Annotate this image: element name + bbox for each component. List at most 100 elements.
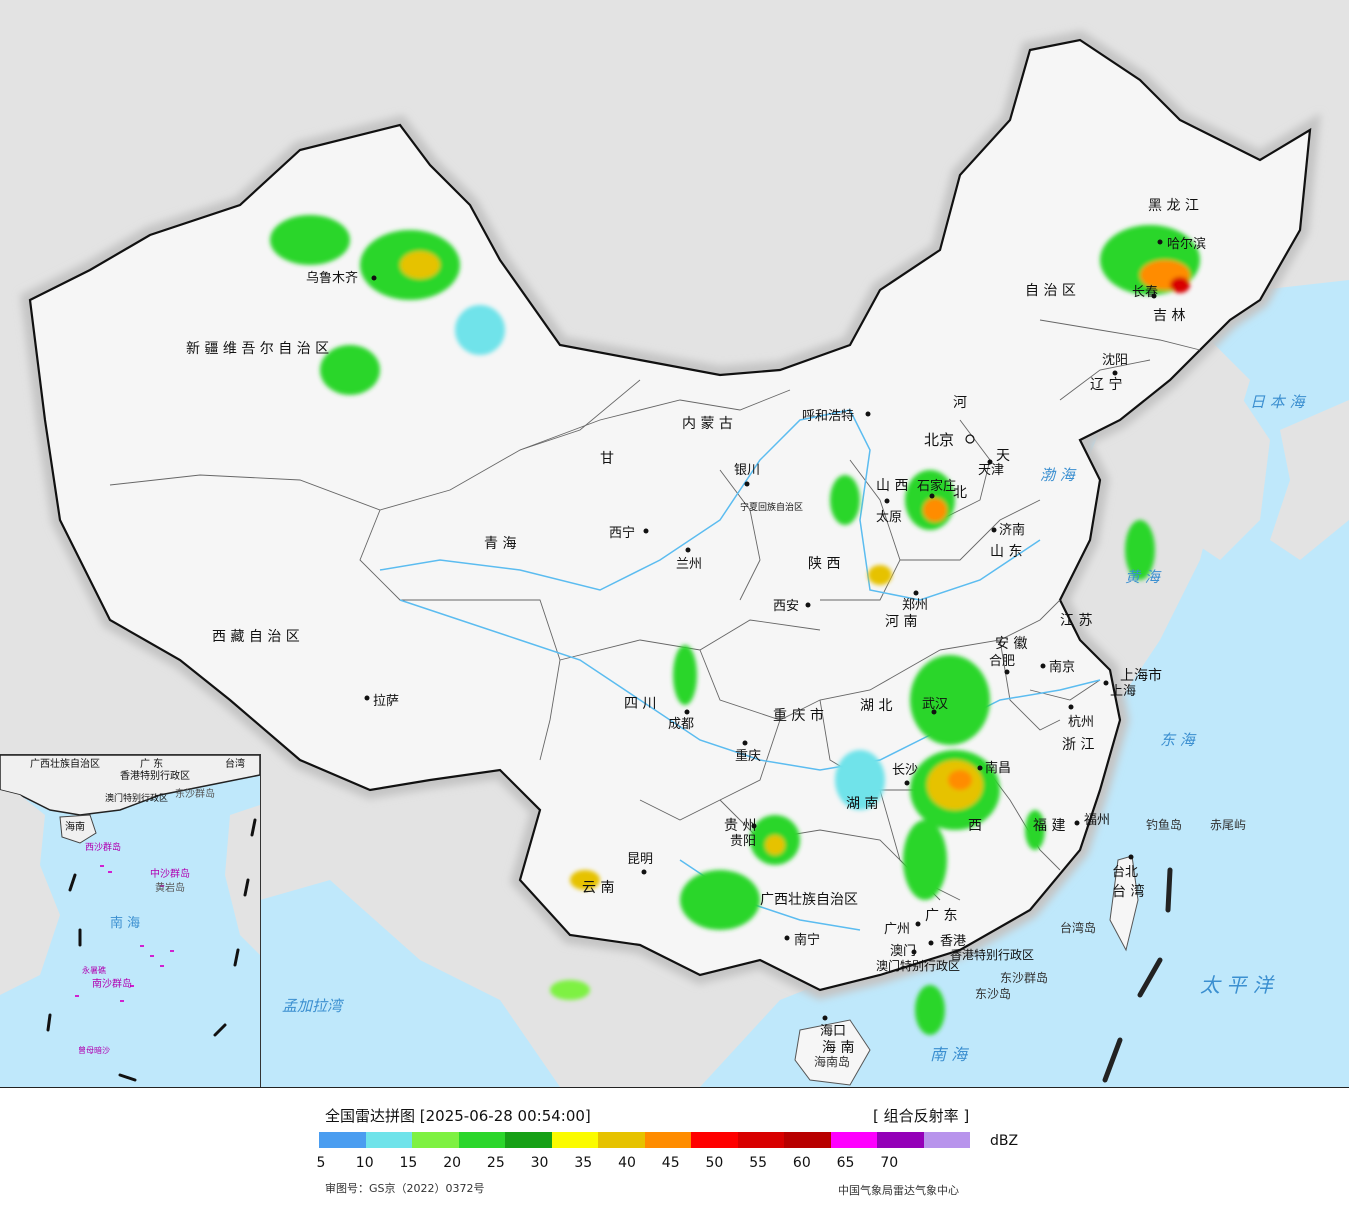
city-yinchuan: 银川	[734, 463, 760, 478]
label-shandong: 山 东	[990, 544, 1022, 560]
city-beijing: 北京	[924, 431, 954, 449]
radar-map: 新 疆 维 吾 尔 自 治 区 西 藏 自 治 区 青 海 甘 内 蒙 古 黑 …	[0, 0, 1349, 1087]
sea-taipingyang: 太 平 洋	[1200, 973, 1275, 997]
city-shenyang: 沈阳	[1102, 353, 1128, 368]
label-macau: 澳门特别行政区	[876, 958, 960, 973]
scale-swatch	[877, 1132, 924, 1148]
land-japan	[1270, 400, 1349, 560]
sea-bohai: 渤 海	[1040, 466, 1077, 484]
inset-label-xisha: 西沙群岛	[85, 841, 121, 853]
city-markers	[364, 239, 1163, 1021]
label-henan: 河 南	[885, 614, 917, 630]
label-qinghai: 青 海	[484, 536, 516, 552]
scale-tick-label: 30	[530, 1155, 549, 1171]
inset-label-zengmu: 曾母暗沙	[78, 1045, 110, 1055]
scale-tick-label: 45	[661, 1155, 680, 1171]
inset-label-taiwan: 台湾	[225, 757, 245, 770]
city-guiyang: 贵阳	[730, 834, 756, 849]
scale-tick-label: 35	[574, 1155, 593, 1171]
city-xian: 西安	[773, 599, 799, 614]
label-hongkong: 香港特别行政区	[950, 947, 1034, 962]
label-hainan: 海 南	[822, 1040, 854, 1056]
city-nanchang: 南昌	[985, 760, 1011, 776]
scale-tick-label: 70	[880, 1155, 899, 1171]
scale-swatch	[598, 1132, 645, 1148]
scale-tick-label: 55	[749, 1155, 768, 1171]
label-yunnan: 云 南	[582, 880, 614, 896]
label-sichuan: 四 川	[624, 696, 656, 712]
label-liaoning: 辽 宁	[1090, 376, 1122, 393]
city-tianjin: 天津	[978, 463, 1004, 478]
legend-footer: 全国雷达拼图 [2025-06-28 00:54:00] [ 组合反射率 ] d…	[0, 1087, 1349, 1209]
inset-reefs	[75, 865, 174, 1002]
scale-swatch	[923, 1132, 970, 1148]
scale-tick-label: 25	[486, 1155, 505, 1171]
label-hebei: 北	[953, 485, 967, 501]
label-shanxi: 山 西	[876, 478, 908, 494]
label-neimenggu: 内 蒙 古	[682, 416, 733, 432]
inset-label-guangdong: 广 东	[140, 757, 163, 770]
city-wuhan: 武汉	[922, 697, 948, 712]
city-nanning: 南宁	[794, 932, 820, 948]
city-xining: 西宁	[609, 525, 635, 541]
city-hangzhou: 杭州	[1068, 715, 1094, 730]
label-hebei2: 河	[953, 395, 967, 411]
scale-swatch	[412, 1132, 459, 1148]
city-shijiazhuang: 石家庄	[917, 478, 956, 494]
inset-label-hk: 香港特别行政区	[120, 769, 190, 782]
inset-labels: 广西壮族自治区 广 东 台湾 香港特别行政区 澳门特别行政区 东沙群岛 海南 西…	[30, 757, 245, 1055]
city-taipei: 台北	[1112, 865, 1138, 880]
island-dongsha2: 东沙岛	[975, 986, 1011, 1001]
label-guangxi: 广西壮族自治区	[760, 892, 858, 908]
label-xinjiang: 新 疆 维 吾 尔 自 治 区	[186, 341, 329, 357]
city-chongqing: 重庆	[735, 748, 761, 764]
island-dongsha: 东沙群岛	[1000, 970, 1048, 985]
label-ningxia: 宁夏回族自治区	[740, 501, 803, 513]
city-taiyuan: 太原	[876, 510, 902, 525]
scale-tick-label: 40	[618, 1155, 636, 1171]
label-anhui: 安 徽	[995, 636, 1027, 652]
city-hongkong: 香港	[940, 934, 966, 949]
city-changchun: 长春	[1132, 285, 1158, 300]
city-harbin: 哈尔滨	[1167, 236, 1206, 252]
island-chiwei: 赤尾屿	[1210, 818, 1246, 832]
inset-hainan	[59, 814, 97, 844]
inset-label-guangxi: 广西壮族自治区	[30, 757, 100, 770]
sea-huanghai: 黄 海	[1125, 568, 1162, 586]
city-lanzhou: 兰州	[676, 557, 702, 572]
label-tianjin: 天	[996, 448, 1010, 464]
label-jiangxi: 西	[968, 818, 982, 834]
inset-dash-line	[46, 818, 257, 1082]
island-diaoyu: 钓鱼岛	[1146, 817, 1182, 832]
inset-philippines	[225, 805, 260, 955]
sea-east	[700, 280, 1349, 1087]
producer-label: 中国气象局雷达气象中心	[838, 1184, 959, 1197]
dash-line	[1102, 867, 1173, 1083]
label-taiwan: 台 湾	[1112, 883, 1144, 900]
inset-label-nanhai: 南 海	[110, 915, 140, 931]
sea-mengjiala: 孟加拉湾	[282, 997, 345, 1015]
label-zhejiang: 浙 江	[1062, 737, 1094, 753]
inset-label-yongshu: 永暑礁	[82, 965, 106, 975]
city-jinan: 济南	[999, 522, 1025, 538]
label-shaanxi: 陕 西	[808, 556, 840, 572]
inset-label-hainan: 海南	[65, 820, 85, 833]
inset-land	[0, 755, 260, 816]
city-fuzhou: 福州	[1084, 813, 1110, 828]
label-guizhou: 贵 州	[724, 818, 756, 834]
label-shanghai: 上海市	[1120, 667, 1162, 684]
inset-label-zhongsha: 中沙群岛	[150, 867, 190, 880]
island-taiwandao: 台湾岛	[1060, 920, 1096, 935]
scale-tick-label: 15	[399, 1155, 418, 1171]
scale-swatch	[737, 1132, 784, 1148]
inset-svg: 广西壮族自治区 广 东 台湾 香港特别行政区 澳门特别行政区 东沙群岛 海南 西…	[0, 755, 260, 1082]
city-kunming: 昆明	[627, 852, 653, 867]
scale-tick-label: 65	[836, 1155, 855, 1171]
province-labels: 新 疆 维 吾 尔 自 治 区 西 藏 自 治 区 青 海 甘 内 蒙 古 黑 …	[186, 198, 1199, 1056]
sea-donghai: 东 海	[1160, 731, 1197, 749]
inset-label-dongsha: 东沙群岛	[175, 787, 215, 800]
city-hohhot: 呼和浩特	[802, 409, 854, 424]
city-macau: 澳门	[890, 943, 916, 959]
sea-riben: 日 本 海	[1250, 393, 1307, 411]
city-changsha: 长沙	[892, 763, 918, 778]
